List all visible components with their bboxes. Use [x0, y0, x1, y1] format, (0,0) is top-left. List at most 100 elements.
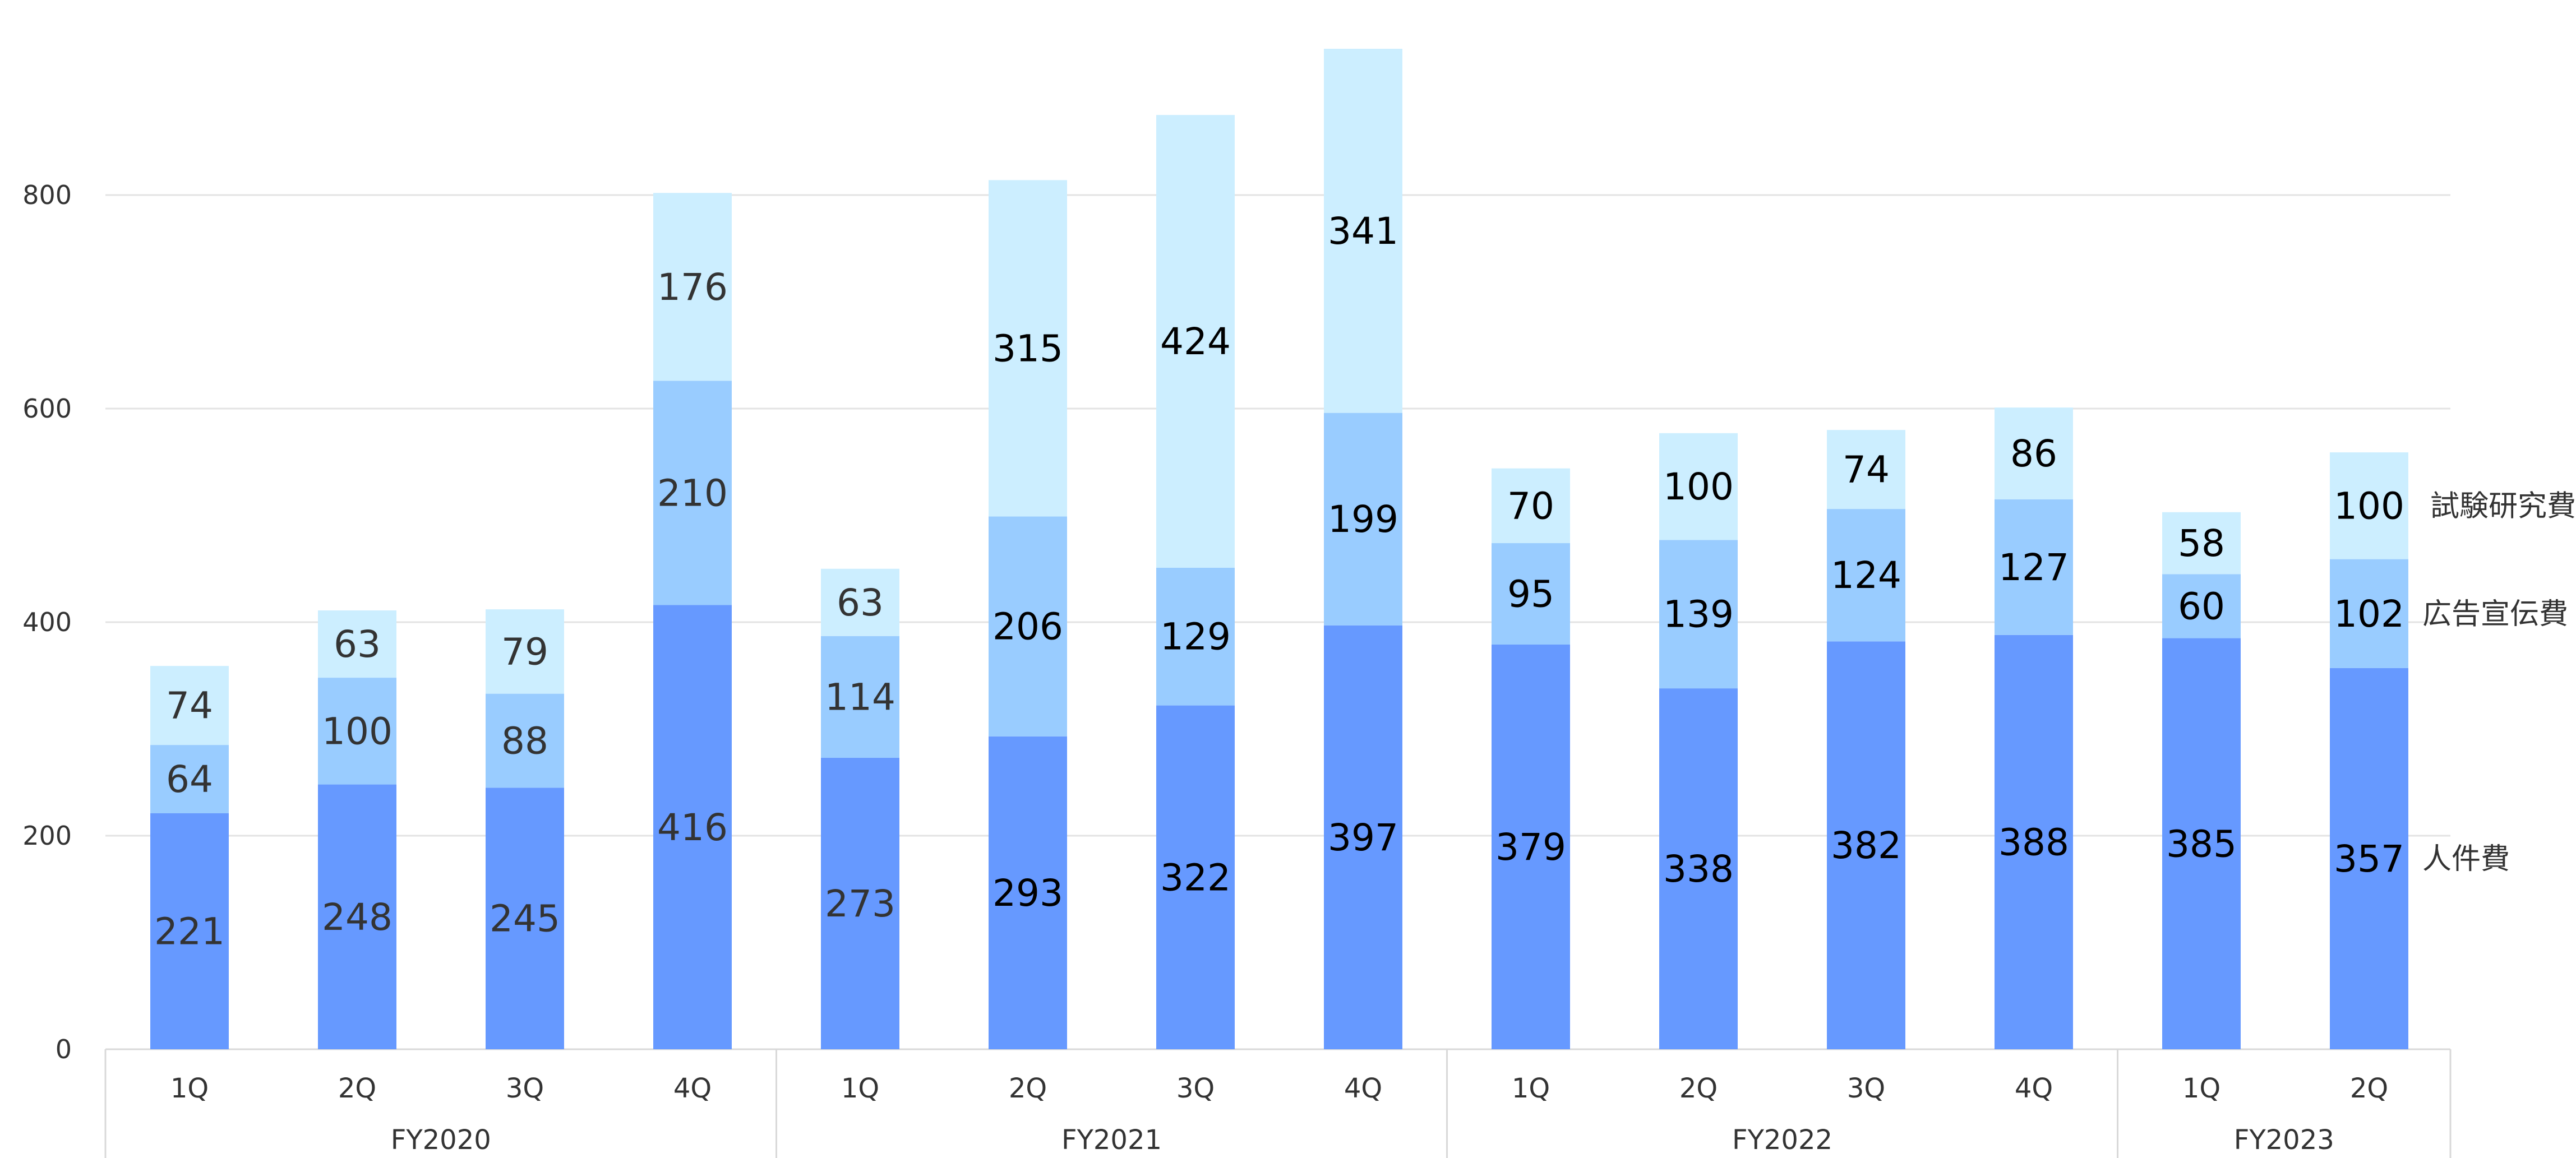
data-label: 322: [1160, 856, 1231, 899]
data-label: 338: [1663, 847, 1734, 891]
x-tick-label: 3Q: [506, 1073, 544, 1104]
data-label: 74: [1843, 448, 1890, 492]
data-label: 388: [1998, 821, 2069, 864]
y-tick-label: 0: [56, 1034, 72, 1064]
bar-segment: [1324, 49, 1402, 413]
bar-segment: [1156, 705, 1235, 1049]
bar-segment: [1156, 115, 1235, 568]
bar-segment: [989, 516, 1067, 737]
data-label: 60: [2178, 585, 2225, 628]
x-group-label: FY2021: [1061, 1124, 1162, 1156]
bar-segment: [653, 193, 732, 381]
bar-segment: [1492, 543, 1570, 645]
bar-segment: [318, 678, 396, 785]
bar-segment: [653, 605, 732, 1049]
x-tick-label: 4Q: [2015, 1073, 2053, 1104]
x-tick-label: 2Q: [1679, 1073, 1718, 1104]
data-label: 70: [1507, 484, 1554, 527]
bar-segment: [1156, 567, 1235, 706]
bar-segment: [1659, 433, 1738, 540]
x-tick-label: 2Q: [1009, 1073, 1047, 1104]
bar-segment: [318, 784, 396, 1049]
data-label: 114: [825, 675, 895, 719]
bar-segment: [1827, 430, 1905, 509]
data-label: 124: [1831, 554, 1901, 597]
x-tick-label: 3Q: [1176, 1073, 1215, 1104]
bar-segment: [821, 757, 899, 1049]
x-axis: 1Q 2Q 3Q 4Q FY2020 1Q 2Q 3Q 4Q FY2021 1Q 2Q 3Q 4Q FY20…: [104, 1049, 2452, 1158]
data-label: 245: [490, 897, 560, 941]
x-group-label: FY2022: [1732, 1124, 1832, 1156]
data-label: 100: [2334, 484, 2404, 527]
series-labels: 人件費 広告宣伝費 試験研究費: [2422, 489, 2576, 876]
bar-segment: [2162, 512, 2241, 575]
bar-segment: [1659, 540, 1738, 689]
bar-segment: [150, 813, 229, 1049]
data-label: 248: [322, 896, 393, 939]
x-tick-label: 1Q: [841, 1073, 879, 1104]
x-tick-label: 4Q: [1344, 1073, 1382, 1104]
data-label: 176: [657, 266, 728, 309]
x-group-label: FY2020: [391, 1124, 491, 1156]
data-label: 58: [2178, 522, 2225, 565]
data-label: 79: [501, 630, 548, 673]
data-label: 64: [166, 758, 213, 801]
x-tick-label: 4Q: [673, 1073, 712, 1104]
bar-segment: [989, 736, 1067, 1049]
bar-segment: [2162, 574, 2241, 638]
data-label: 199: [1328, 498, 1398, 541]
bar-segment: [1492, 645, 1570, 1049]
bar-segment: [1995, 634, 2073, 1049]
data-label: 63: [837, 581, 884, 624]
data-label: 88: [501, 719, 548, 762]
data-label: 315: [992, 327, 1063, 370]
data-label: 273: [825, 882, 895, 925]
y-tick-label: 800: [22, 180, 72, 210]
data-label: 221: [154, 910, 225, 953]
data-label: 95: [1507, 573, 1554, 616]
x-tick-label: 2Q: [338, 1073, 376, 1104]
x-tick-label: 1Q: [170, 1073, 209, 1104]
bar-segment: [821, 568, 899, 636]
data-label: 293: [992, 872, 1063, 915]
bar-segment: [150, 666, 229, 745]
x-tick-label: 1Q: [1512, 1073, 1550, 1104]
data-label: 100: [322, 710, 393, 753]
data-label: 341: [1328, 210, 1398, 253]
data-label: 63: [334, 623, 381, 666]
bar-segment: [1492, 468, 1570, 544]
data-label: 100: [1663, 465, 1734, 508]
series-label: 広告宣伝費: [2422, 597, 2568, 631]
bar-segment: [1324, 625, 1402, 1049]
bar-segment: [821, 636, 899, 758]
bars: [150, 49, 2408, 1049]
bar-segment: [1659, 688, 1738, 1049]
bar-segment: [989, 180, 1067, 517]
bar-segment: [486, 693, 564, 788]
data-labels: 221 64 74 248 100 63 245 88 79 416 210 176 273 114 63 2…: [154, 210, 2404, 953]
data-label: 379: [1495, 826, 1566, 869]
data-label: 127: [1998, 546, 2069, 589]
data-label: 382: [1831, 824, 1901, 867]
y-tick-label: 200: [22, 821, 72, 851]
data-label: 129: [1160, 615, 1231, 659]
data-label: 397: [1328, 816, 1398, 859]
bar-segment: [318, 610, 396, 678]
data-label: 424: [1160, 320, 1231, 363]
x-tick-label: 3Q: [1847, 1073, 1885, 1104]
bar-segment: [2330, 668, 2408, 1049]
bar-segment: [2162, 638, 2241, 1049]
x-group-label: FY2023: [2234, 1124, 2334, 1156]
bar-segment: [486, 609, 564, 694]
data-label: 86: [2010, 432, 2057, 475]
bar-segment: [1995, 499, 2073, 635]
bar-segment: [1827, 509, 1905, 642]
data-label: 210: [657, 471, 728, 515]
data-label: 102: [2334, 592, 2404, 636]
data-label: 139: [1663, 593, 1734, 636]
bar-segment: [1324, 413, 1402, 626]
series-label: 人件費: [2422, 842, 2510, 876]
bar-segment: [653, 381, 732, 605]
bar-segment: [2330, 559, 2408, 668]
